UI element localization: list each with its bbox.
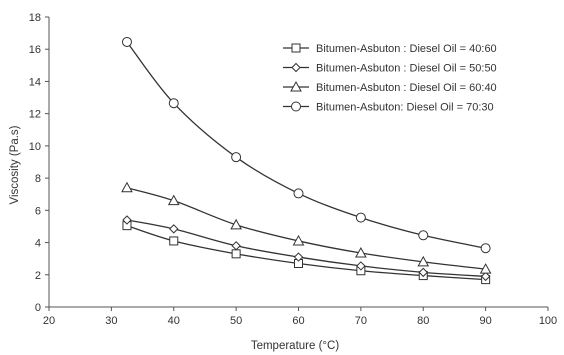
y-tick-label: 10: [29, 141, 41, 153]
data-point-triangle: [417, 255, 430, 267]
legend-label: Bitumen-Asbuton : Diesel Oil = 50:50: [316, 63, 497, 75]
x-tick-label: 70: [355, 315, 367, 327]
data-point-diamond: [231, 241, 241, 251]
y-tick-label: 18: [29, 12, 41, 24]
y-tick-label: 8: [35, 173, 41, 185]
y-tick-label: 14: [29, 76, 41, 88]
y-tick-label: 16: [29, 44, 41, 56]
data-point-diamond: [122, 215, 132, 225]
data-point-triangle: [167, 194, 180, 206]
legend-item: Bitumen-Asbuton : Diesel Oil = 40:60: [283, 43, 497, 55]
data-point-diamond: [169, 224, 179, 234]
x-tick-label: 60: [292, 315, 304, 327]
y-tick-label: 4: [35, 238, 41, 250]
series-line: [126, 219, 486, 278]
series-square: [122, 221, 491, 285]
series-line: [126, 225, 486, 281]
legend-marker-diamond: [291, 62, 301, 73]
x-tick-label: 80: [417, 315, 429, 327]
data-point-circle: [480, 243, 491, 254]
x-tick-label: 50: [230, 315, 242, 327]
series-triangle: [121, 181, 492, 274]
y-axis-title: Viscosity (Pa.s): [9, 125, 21, 204]
data-point-square: [231, 249, 241, 259]
legend-item: Bitumen-Asbuton: Diesel Oil = 70:30: [283, 101, 494, 114]
data-point-circle: [168, 98, 179, 109]
data-point-diamond: [356, 261, 366, 271]
legend-marker-circle: [291, 101, 301, 112]
legend-label: Bitumen-Asbuton: Diesel Oil = 70:30: [316, 102, 494, 114]
data-point-square: [169, 236, 179, 246]
series-line: [126, 187, 486, 270]
y-tick-label: 12: [29, 109, 41, 121]
data-point-diamond: [418, 267, 428, 278]
y-tick-label: 6: [35, 205, 41, 217]
legend-marker-triangle: [290, 80, 302, 92]
series-circle: [121, 36, 491, 254]
x-tick-label: 40: [168, 315, 180, 327]
legend-label: Bitumen-Asbuton : Diesel Oil = 60:40: [316, 82, 497, 94]
x-tick-label: 90: [480, 315, 492, 327]
x-tick-label: 20: [43, 315, 55, 327]
data-point-triangle: [292, 234, 305, 246]
data-point-triangle: [479, 263, 492, 274]
series-layer: [121, 36, 492, 285]
data-point-triangle: [230, 218, 242, 230]
legend-item: Bitumen-Asbuton : Diesel Oil = 60:40: [283, 80, 497, 94]
data-point-triangle: [121, 181, 133, 193]
series-diamond: [122, 215, 491, 282]
data-point-diamond: [293, 252, 304, 262]
y-tick-label: 2: [35, 270, 41, 282]
legend-marker-square: [291, 43, 301, 53]
data-point-circle: [293, 188, 304, 199]
axes: 20 30 40 50 60 70 80 90 100 0 2 4 6 8 10 12 14 16 18: [29, 12, 557, 327]
legend: Bitumen-Asbuton : Diesel Oil = 40:60 Bitu…: [283, 43, 497, 114]
data-point-diamond: [480, 271, 491, 282]
x-axis-title: Temperature (°C): [251, 340, 339, 352]
legend-label: Bitumen-Asbuton : Diesel Oil = 40:60: [316, 43, 497, 55]
legend-item: Bitumen-Asbuton : Diesel Oil = 50:50: [283, 63, 497, 75]
x-tick-label: 30: [105, 315, 117, 327]
data-point-circle: [355, 212, 366, 223]
data-point-circle: [418, 230, 429, 241]
x-tick-label: 100: [539, 315, 557, 327]
y-tick-label: 0: [35, 302, 41, 314]
data-point-circle: [121, 36, 132, 47]
data-point-triangle: [355, 246, 367, 258]
data-point-circle: [231, 152, 242, 163]
